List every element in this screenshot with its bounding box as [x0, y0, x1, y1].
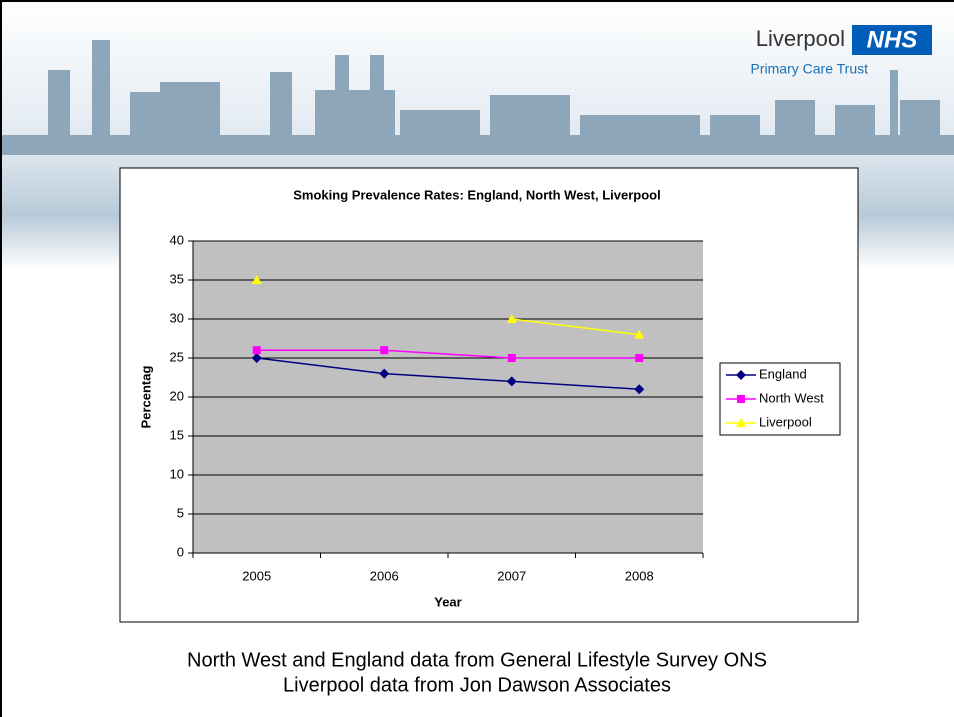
- marker: [736, 370, 746, 380]
- marker: [251, 353, 262, 363]
- marker: [252, 346, 261, 355]
- x-tick-label: 2006: [370, 568, 399, 583]
- y-tick-label: 5: [177, 505, 184, 520]
- marker: [737, 395, 745, 403]
- marker: [635, 354, 644, 362]
- y-tick-label: 35: [170, 271, 184, 286]
- y-tick-label: 30: [170, 310, 184, 325]
- y-tick-label: 0: [177, 544, 184, 559]
- y-tick-label: 40: [170, 232, 184, 247]
- y-axis-label: Percentag: [138, 366, 153, 429]
- series-line: [256, 357, 640, 390]
- y-tick-label: 15: [170, 427, 184, 442]
- marker: [506, 376, 517, 387]
- marker: [251, 275, 262, 284]
- footer-line: North West and England data from General…: [187, 649, 767, 671]
- marker: [506, 314, 517, 323]
- y-tick-label: 20: [170, 388, 184, 403]
- logo-text: Liverpool: [756, 26, 845, 51]
- skyline: [0, 40, 954, 155]
- series-line: [511, 318, 640, 336]
- nhs-text: NHS: [867, 26, 918, 53]
- y-tick-label: 25: [170, 349, 184, 364]
- marker: [634, 329, 645, 339]
- logo-subtitle: Primary Care Trust: [751, 61, 869, 77]
- x-axis-label: Year: [434, 594, 461, 609]
- legend-label: England: [759, 366, 807, 381]
- marker: [634, 384, 645, 395]
- marker: [379, 368, 390, 379]
- marker: [736, 418, 746, 427]
- x-tick-label: 2008: [625, 568, 654, 583]
- footer-line: Liverpool data from Jon Dawson Associate…: [283, 674, 671, 696]
- x-tick-label: 2005: [242, 568, 271, 583]
- series-line: [256, 349, 640, 359]
- nhs-badge: [852, 25, 932, 55]
- marker: [380, 346, 389, 355]
- chart-title: Smoking Prevalence Rates: England, North…: [293, 187, 660, 202]
- footer: North West and England data from General…: [187, 649, 767, 696]
- marker: [507, 354, 516, 362]
- legend-label: Liverpool: [759, 414, 812, 429]
- y-tick-label: 10: [170, 466, 184, 481]
- legend-label: North West: [759, 390, 824, 405]
- x-tick-label: 2007: [497, 568, 526, 583]
